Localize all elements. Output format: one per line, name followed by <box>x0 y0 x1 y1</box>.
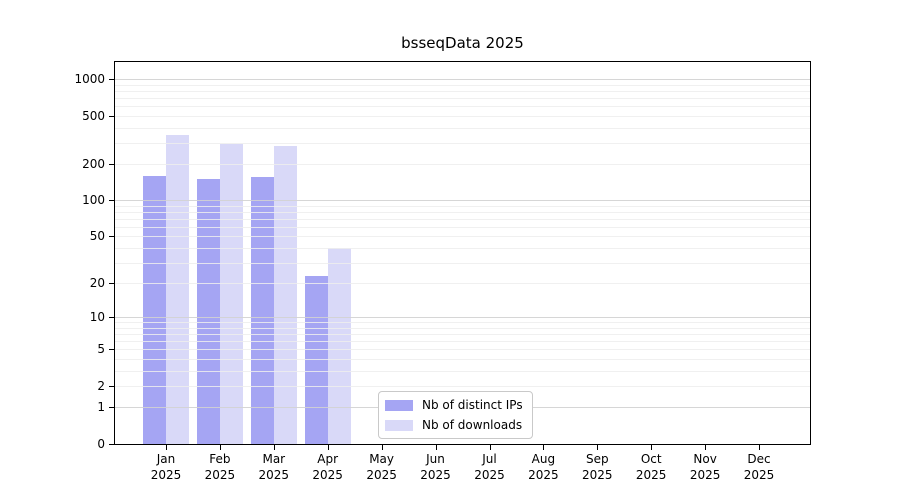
gridline-minor <box>115 328 810 329</box>
y-tick-label: 20 <box>89 276 105 291</box>
x-tick-mark <box>273 445 275 450</box>
gridline-minor <box>115 226 810 228</box>
x-tick-label: Dec 2025 <box>743 452 775 482</box>
x-tick-label: Sep 2025 <box>582 452 613 482</box>
x-tick-mark <box>597 445 599 450</box>
bar-distinct-ips-feb <box>196 179 220 444</box>
gridline-minor <box>115 359 810 360</box>
x-tick-label: Jun 2025 <box>420 452 451 482</box>
x-tick-label: Feb 2025 <box>204 452 236 482</box>
y-tick-label: 100 <box>82 193 105 208</box>
legend-label-downloads: Nb of downloads <box>422 418 523 432</box>
gridline-major <box>115 317 810 319</box>
y-tick-mark <box>109 283 114 285</box>
x-tick-mark <box>166 445 167 450</box>
bar-distinct-ips-mar <box>250 176 274 444</box>
x-tick-mark <box>489 445 491 450</box>
legend: Nb of distinct IPs Nb of downloads <box>378 391 533 439</box>
y-tick-mark <box>109 200 114 202</box>
x-tick-mark <box>327 445 329 450</box>
x-tick-label: Oct 2025 <box>635 452 667 482</box>
gridline-minor <box>115 84 810 86</box>
x-tick-mark <box>219 445 221 450</box>
chart-title: bsseqData 2025 <box>401 34 524 52</box>
x-tick-label: Mar 2025 <box>258 452 290 482</box>
gridline-minor <box>115 127 810 129</box>
x-tick-mark <box>381 445 383 450</box>
bar-distinct-ips-jan <box>143 175 166 444</box>
gridline-minor <box>115 205 810 207</box>
y-tick-label: 500 <box>82 108 105 123</box>
legend-item-downloads: Nb of downloads <box>385 416 523 434</box>
bar-distinct-ips-apr <box>304 276 328 444</box>
y-tick-label: 50 <box>89 229 105 244</box>
x-tick-label: Nov 2025 <box>689 452 721 482</box>
x-tick-label: Aug 2025 <box>528 452 559 482</box>
x-tick-label: Jan 2025 <box>150 452 182 482</box>
y-tick-mark <box>109 386 114 387</box>
x-tick-label: May 2025 <box>366 452 397 482</box>
bar-downloads-apr <box>327 247 351 444</box>
gridline-minor <box>115 349 810 351</box>
legend-label-distinct-ips: Nb of distinct IPs <box>422 398 523 412</box>
x-tick-mark <box>705 445 707 450</box>
y-tick-mark <box>109 407 114 409</box>
gridline-major <box>115 79 810 81</box>
y-tick-label: 0 <box>97 437 105 451</box>
gridline-minor <box>115 247 810 249</box>
y-tick-label: 1 <box>97 400 105 415</box>
y-tick-label: 10 <box>89 310 105 325</box>
x-tick-label: Jul 2025 <box>474 452 505 482</box>
y-tick-mark <box>109 163 114 165</box>
gridline-minor <box>115 262 810 264</box>
gridline-minor <box>115 90 810 92</box>
y-tick-label: 200 <box>82 156 105 171</box>
x-tick-label: Apr 2025 <box>312 452 343 482</box>
x-tick-mark <box>543 445 545 450</box>
bar-downloads-mar <box>273 146 297 444</box>
y-tick-label: 5 <box>97 342 105 357</box>
gridline-major <box>115 200 810 202</box>
gridline-minor <box>115 322 810 324</box>
gridline-minor <box>115 211 810 213</box>
y-tick-mark <box>109 349 114 351</box>
gridline-minor <box>115 341 810 343</box>
y-tick-label: 2 <box>97 379 105 393</box>
y-tick-mark <box>109 444 114 445</box>
y-tick-label: 1000 <box>74 72 105 87</box>
legend-swatch-downloads <box>385 419 413 431</box>
bar-downloads-feb <box>219 144 243 444</box>
x-tick-mark <box>435 445 437 450</box>
y-tick-mark <box>109 317 114 319</box>
x-tick-mark <box>759 445 760 450</box>
gridline-minor <box>115 218 810 220</box>
gridline-minor <box>115 115 810 117</box>
x-tick-mark <box>651 445 653 450</box>
legend-swatch-distinct-ips <box>385 399 413 411</box>
gridline-minor <box>115 283 810 285</box>
gridline-minor <box>115 236 810 238</box>
y-tick-mark <box>109 115 114 117</box>
gridline-minor <box>115 98 810 99</box>
gridline-minor <box>115 386 810 387</box>
y-tick-mark <box>109 79 114 81</box>
gridline-minor <box>115 106 810 108</box>
gridline-minor <box>115 142 810 144</box>
gridline-minor <box>115 334 810 336</box>
gridline-minor <box>115 163 810 165</box>
y-tick-mark <box>109 236 114 238</box>
legend-item-distinct-ips: Nb of distinct IPs <box>385 396 523 414</box>
gridline-minor <box>115 370 810 372</box>
bar-downloads-jan <box>166 135 189 444</box>
